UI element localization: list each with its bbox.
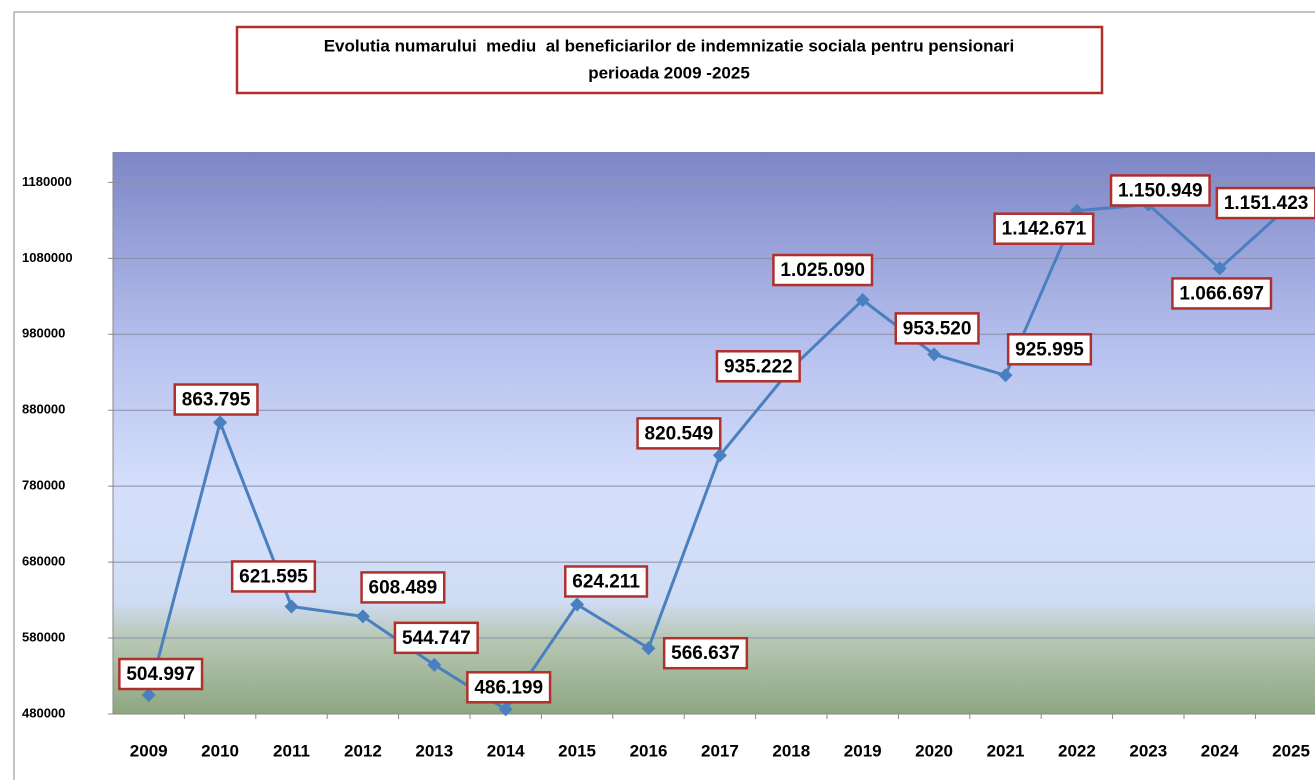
value-label-box [715, 350, 801, 383]
value-label: 1.066.697 [1179, 283, 1264, 304]
x-tick-label: 2014 [487, 741, 525, 760]
x-tick-label: 2022 [1058, 741, 1096, 760]
x-tick-label: 2024 [1201, 741, 1239, 760]
value-label: 925.995 [1015, 339, 1084, 360]
value-label: 1.142.671 [1002, 219, 1087, 240]
x-tick-label: 2019 [844, 741, 882, 760]
marker [213, 415, 228, 430]
plot: 480000 580000 680000 780000 880000 980000 1080… [22, 152, 1315, 760]
value-label-box [230, 560, 317, 593]
y-tick-label: 780000 [22, 478, 65, 493]
y-tick-label: 1180000 [22, 174, 72, 189]
marker [355, 609, 370, 624]
x-tick-label: 2025 [1272, 741, 1310, 760]
x-tick-label: 2015 [558, 741, 596, 760]
value-label: 1.025.090 [780, 260, 865, 281]
marker [712, 448, 727, 463]
value-label: 935.222 [724, 356, 793, 377]
y-tick-label: 1080000 [22, 250, 73, 265]
value-label-box [993, 212, 1095, 245]
value-label: 544.747 [402, 628, 471, 649]
y-tick-label: 880000 [22, 402, 65, 417]
marker [141, 688, 156, 703]
y-tick-label: 680000 [22, 554, 65, 569]
value-label-box [1215, 186, 1315, 220]
x-tick-label: 2021 [987, 741, 1025, 760]
marker [927, 347, 942, 362]
value-label-box [636, 417, 722, 450]
value-label-box [466, 671, 552, 704]
chart-subtitle: perioada 2009 -2025 [588, 63, 750, 82]
value-label-box [564, 565, 649, 598]
marker [498, 702, 513, 717]
marker [855, 293, 870, 308]
x-tick-label: 2009 [130, 741, 168, 760]
value-label: 486.199 [474, 677, 543, 698]
value-label-box [118, 657, 204, 691]
marker [641, 641, 656, 656]
marker [1212, 261, 1227, 276]
y-tick-label: 580000 [22, 629, 65, 644]
x-tick-label: 2013 [415, 741, 453, 760]
value-label-box [1171, 277, 1273, 310]
x-tick-label: 2012 [344, 741, 382, 760]
value-label-box [662, 636, 749, 670]
x-tick-label: 2016 [630, 741, 668, 760]
x-tick-label: 2023 [1129, 741, 1167, 760]
value-label-box [393, 621, 479, 655]
value-label: 1.150.949 [1118, 180, 1203, 201]
value-label: 608.489 [369, 577, 438, 598]
value-label-box [772, 253, 874, 287]
value-label: 621.595 [239, 566, 308, 587]
value-label-box [894, 312, 980, 345]
marker [284, 599, 299, 614]
x-tick-label: 2010 [201, 741, 239, 760]
value-label: 566.637 [671, 643, 740, 664]
value-label: 1.151.423 [1224, 193, 1309, 214]
title-box [235, 25, 1104, 95]
x-tick-label: 2020 [915, 741, 953, 760]
value-label: 863.795 [182, 390, 251, 411]
x-tick-label: 2018 [772, 741, 810, 760]
value-label: 953.520 [903, 318, 972, 339]
y-tick-label: 480000 [22, 705, 65, 720]
value-label: 820.549 [645, 423, 714, 444]
x-tick-label: 2011 [273, 741, 310, 760]
value-label: 624.211 [572, 571, 640, 592]
marker [427, 657, 442, 672]
value-label-box [360, 571, 446, 604]
marker [998, 368, 1013, 383]
value-label-box [1109, 174, 1211, 207]
x-tick-label: 2017 [701, 741, 739, 760]
value-label: 504.997 [126, 664, 195, 685]
y-tick-label: 980000 [22, 326, 65, 341]
marker [570, 597, 585, 612]
value-label-box [1006, 333, 1093, 366]
chart-title: Evolutia numarului mediu al beneficiaril… [324, 36, 1015, 55]
value-label-box [173, 383, 259, 416]
